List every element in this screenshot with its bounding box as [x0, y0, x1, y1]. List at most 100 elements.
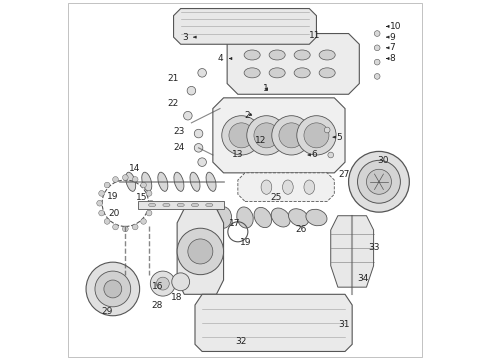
- Circle shape: [104, 182, 110, 188]
- Ellipse shape: [190, 172, 200, 192]
- Circle shape: [122, 175, 128, 180]
- Ellipse shape: [289, 209, 309, 226]
- Circle shape: [148, 201, 154, 206]
- Text: 29: 29: [102, 307, 113, 316]
- Circle shape: [194, 129, 203, 138]
- Text: 30: 30: [377, 156, 389, 165]
- Circle shape: [304, 123, 329, 148]
- Ellipse shape: [163, 203, 170, 207]
- Text: 7: 7: [390, 43, 395, 52]
- Polygon shape: [173, 9, 317, 44]
- Circle shape: [367, 169, 392, 194]
- Text: 10: 10: [390, 22, 401, 31]
- Text: 8: 8: [390, 54, 395, 63]
- Circle shape: [86, 262, 140, 316]
- Text: 1: 1: [263, 84, 268, 93]
- Ellipse shape: [254, 207, 271, 228]
- Circle shape: [141, 219, 147, 224]
- Circle shape: [229, 123, 254, 148]
- Text: 15: 15: [136, 193, 147, 202]
- Ellipse shape: [294, 50, 310, 60]
- Circle shape: [146, 210, 152, 216]
- Text: 5: 5: [336, 132, 342, 141]
- Circle shape: [98, 210, 104, 216]
- Text: 4: 4: [218, 54, 223, 63]
- Text: 13: 13: [232, 150, 243, 159]
- Ellipse shape: [283, 180, 293, 194]
- Circle shape: [132, 177, 138, 182]
- Text: 28: 28: [152, 301, 163, 310]
- Ellipse shape: [244, 68, 260, 78]
- Circle shape: [272, 116, 311, 155]
- Text: 33: 33: [368, 243, 380, 252]
- Ellipse shape: [294, 68, 310, 78]
- Ellipse shape: [269, 68, 285, 78]
- Text: 31: 31: [338, 320, 349, 329]
- Ellipse shape: [192, 203, 198, 207]
- Ellipse shape: [216, 207, 232, 228]
- Text: 16: 16: [152, 282, 164, 291]
- Text: 24: 24: [173, 143, 184, 152]
- Ellipse shape: [319, 68, 335, 78]
- Circle shape: [358, 160, 400, 203]
- Circle shape: [348, 152, 409, 212]
- Circle shape: [113, 224, 119, 230]
- Ellipse shape: [125, 172, 136, 192]
- Circle shape: [184, 111, 192, 120]
- Circle shape: [374, 45, 380, 51]
- Text: 11: 11: [309, 31, 321, 40]
- Circle shape: [97, 201, 102, 206]
- Ellipse shape: [269, 50, 285, 60]
- Circle shape: [113, 177, 119, 182]
- Polygon shape: [213, 98, 345, 173]
- Ellipse shape: [261, 180, 272, 194]
- Circle shape: [141, 182, 147, 188]
- Circle shape: [104, 280, 122, 298]
- Circle shape: [324, 127, 330, 133]
- Circle shape: [150, 271, 175, 296]
- Ellipse shape: [206, 172, 216, 192]
- Circle shape: [172, 273, 190, 291]
- Text: 18: 18: [172, 293, 183, 302]
- Ellipse shape: [142, 172, 152, 192]
- Polygon shape: [195, 294, 352, 351]
- Circle shape: [104, 219, 110, 224]
- Ellipse shape: [306, 209, 327, 226]
- Ellipse shape: [206, 203, 213, 207]
- Text: 14: 14: [129, 164, 140, 173]
- Ellipse shape: [304, 180, 315, 194]
- Ellipse shape: [237, 207, 253, 228]
- Ellipse shape: [271, 208, 290, 227]
- Circle shape: [156, 277, 169, 290]
- Text: 12: 12: [255, 136, 267, 145]
- Text: 20: 20: [109, 210, 120, 219]
- Polygon shape: [177, 208, 223, 294]
- Text: 2: 2: [245, 111, 250, 120]
- Ellipse shape: [148, 203, 156, 207]
- Circle shape: [95, 271, 131, 307]
- Text: 21: 21: [168, 74, 179, 83]
- Text: 19: 19: [107, 192, 118, 201]
- Circle shape: [98, 190, 104, 196]
- Text: 19: 19: [240, 238, 251, 247]
- Ellipse shape: [174, 172, 184, 192]
- Circle shape: [279, 123, 304, 148]
- Circle shape: [222, 116, 261, 155]
- Text: 3: 3: [182, 33, 188, 42]
- Ellipse shape: [319, 50, 335, 60]
- Circle shape: [146, 190, 152, 196]
- Circle shape: [177, 228, 223, 275]
- Text: 27: 27: [338, 170, 349, 179]
- Text: 34: 34: [358, 274, 369, 283]
- Text: 23: 23: [173, 127, 184, 136]
- Circle shape: [374, 59, 380, 65]
- Circle shape: [328, 152, 334, 158]
- Polygon shape: [238, 173, 334, 202]
- Ellipse shape: [177, 203, 184, 207]
- Text: 6: 6: [311, 150, 317, 159]
- Text: 25: 25: [270, 193, 281, 202]
- Circle shape: [374, 73, 380, 79]
- Polygon shape: [227, 33, 359, 94]
- Ellipse shape: [158, 172, 168, 192]
- Circle shape: [188, 239, 213, 264]
